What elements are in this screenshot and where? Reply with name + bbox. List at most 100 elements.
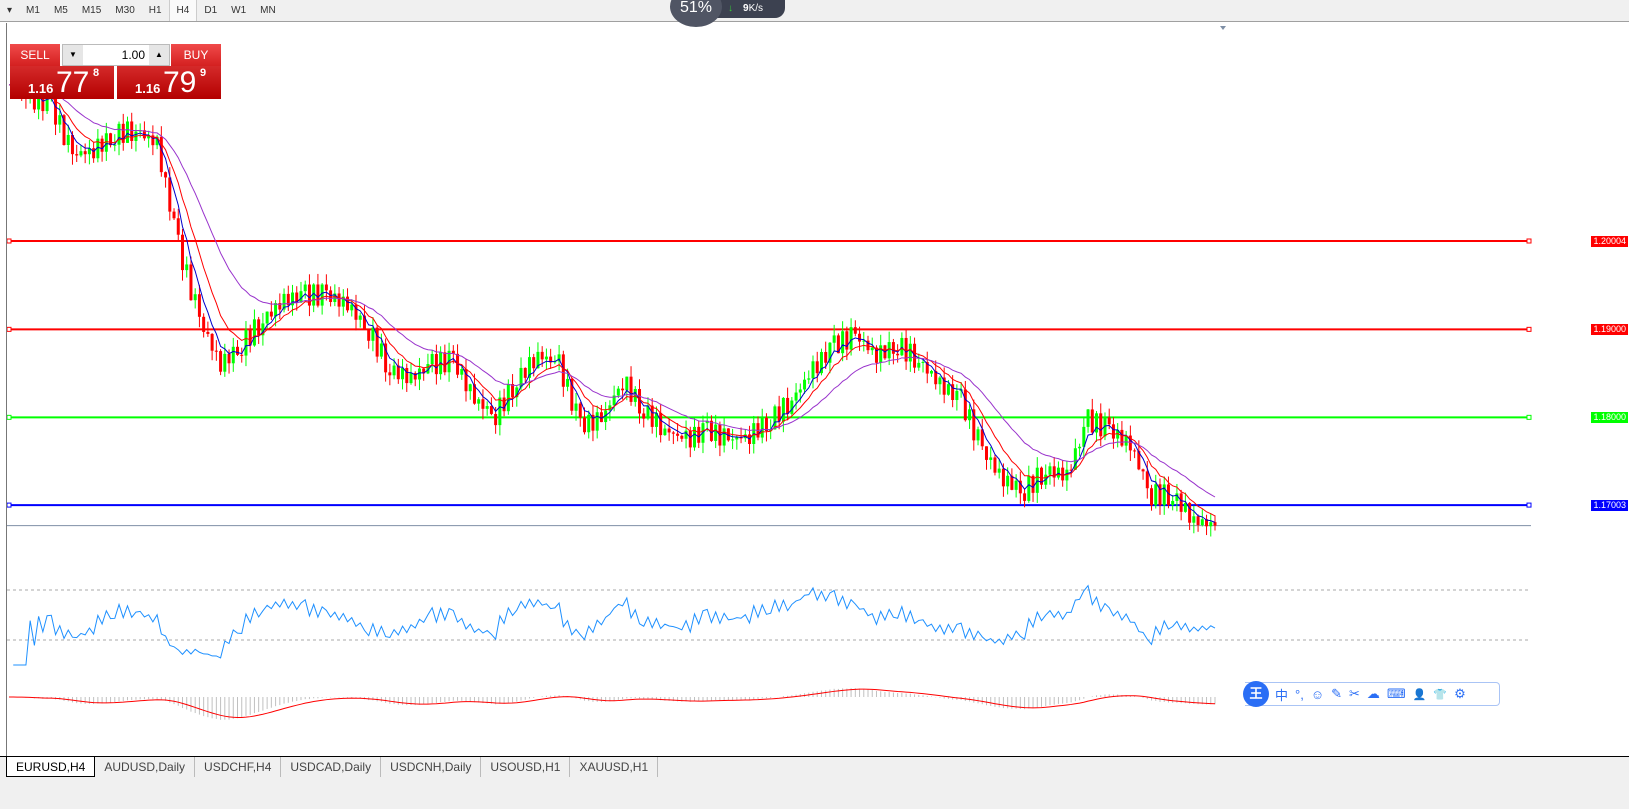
candle-body	[925, 361, 929, 374]
tab-usousd-h1[interactable]: USOUSD,H1	[481, 757, 571, 777]
candle-body	[735, 437, 739, 440]
chart-shift-marker	[1220, 26, 1226, 30]
buy-price[interactable]: 1.16 79 9	[117, 66, 221, 99]
candle-body	[921, 361, 925, 363]
timeframe-mn[interactable]: MN	[260, 5, 276, 16]
ime-skin-icon[interactable]: 👕	[1433, 688, 1448, 701]
candle-body	[481, 399, 485, 409]
candle-body	[494, 413, 498, 426]
candle-body	[45, 95, 49, 112]
candle-body	[104, 133, 108, 152]
candle-body	[371, 327, 375, 341]
candle-body	[257, 319, 261, 336]
candle-body	[853, 327, 857, 334]
chart-canvas[interactable]	[7, 23, 1629, 756]
candle-body	[405, 368, 409, 384]
candle-body	[1175, 493, 1179, 501]
buy-button[interactable]: BUY	[171, 44, 221, 66]
candle-body	[646, 405, 650, 419]
tab-usdcad-daily[interactable]: USDCAD,Daily	[281, 757, 382, 777]
timeframe-m15[interactable]: M15	[81, 5, 102, 16]
candle-body	[176, 218, 180, 235]
toolbar-dropdown[interactable]: ▾	[7, 5, 13, 16]
candle-body	[1128, 435, 1132, 451]
candle-body	[595, 412, 599, 431]
candle-body	[295, 292, 299, 303]
candle-body	[401, 368, 405, 380]
candle-body	[320, 284, 324, 306]
candle-body	[980, 429, 984, 447]
ime-user-icon[interactable]: 👤	[1412, 688, 1427, 701]
ma-fast-line	[8, 84, 1216, 523]
candle-body	[498, 397, 502, 426]
candle-body	[849, 327, 853, 350]
candle-body	[1035, 467, 1039, 493]
candle-body	[172, 211, 176, 219]
candle-body	[540, 351, 544, 360]
tab-usdchf-h4[interactable]: USDCHF,H4	[195, 757, 282, 777]
timeframe-w1[interactable]: W1	[231, 5, 247, 16]
candle-body	[214, 350, 218, 352]
timeframe-m1[interactable]: M1	[26, 5, 40, 16]
candle-body	[117, 123, 121, 145]
lot-size-input[interactable]: 1.00	[121, 48, 145, 62]
candle-body	[417, 368, 421, 380]
candle-body	[942, 377, 946, 395]
ime-toolbar: 王 中 °, ☺ ✎ ✂ ☁ ⌨ 👤 👕 ⚙	[1243, 681, 1500, 707]
candle-body	[460, 369, 464, 375]
candle-body	[341, 296, 345, 307]
candle-body	[443, 352, 447, 373]
price-chart[interactable]: 1.20004 1.19000 1.18000 1.17003	[6, 23, 1629, 756]
candle-body	[638, 388, 642, 414]
ime-logo[interactable]: 王	[1243, 681, 1269, 707]
tab-usdcnh-daily[interactable]: USDCNH,Daily	[381, 757, 482, 777]
candle-body	[1069, 469, 1073, 471]
candle-body	[278, 303, 282, 310]
ime-scissors-icon[interactable]: ✂	[1349, 686, 1360, 701]
ime-chinese-mode[interactable]: 中	[1275, 687, 1289, 703]
candle-body	[951, 384, 955, 401]
ime-emoji-icon[interactable]: ☺	[1310, 686, 1325, 702]
timeframe-m30[interactable]: M30	[115, 5, 135, 16]
candle-body	[291, 292, 295, 306]
candle-body	[75, 154, 79, 156]
tab-xauusd-h1[interactable]: XAUUSD,H1	[570, 757, 659, 777]
tab-audusd-daily[interactable]: AUDUSD,Daily	[95, 757, 196, 777]
candle-body	[608, 405, 612, 411]
timeframe-d1[interactable]: D1	[204, 5, 218, 16]
candle-body	[1107, 417, 1111, 425]
candle-body	[570, 378, 574, 411]
timeframe-h1[interactable]: H1	[148, 5, 162, 16]
sell-button[interactable]: SELL	[10, 44, 60, 66]
timeframe-m5[interactable]: M5	[53, 5, 68, 16]
candle-body	[938, 377, 942, 385]
candle-body	[879, 345, 883, 363]
candle-body	[430, 354, 434, 365]
macd-signal-line	[8, 688, 1216, 718]
candle-body	[976, 429, 980, 441]
candle-body	[845, 331, 849, 350]
candle-body	[544, 356, 548, 360]
ime-settings-icon[interactable]: ⚙	[1454, 686, 1466, 701]
sell-price[interactable]: 1.16 77 8	[10, 66, 114, 99]
candle-body	[1196, 516, 1200, 526]
candle-body	[790, 400, 794, 414]
lot-increase-button[interactable]: ▲	[149, 45, 169, 65]
tab-eurusd-h4[interactable]: EURUSD,H4	[6, 757, 96, 777]
candle-body	[350, 304, 354, 311]
ime-keyboard-icon[interactable]: ⌨	[1386, 686, 1406, 701]
candle-body	[307, 284, 311, 306]
ime-pen-icon[interactable]: ✎	[1331, 686, 1343, 701]
level-handle	[1526, 326, 1532, 332]
ime-punctuation-icon[interactable]: °,	[1295, 686, 1304, 702]
candle-body	[625, 376, 629, 391]
candle-body	[236, 346, 240, 355]
status-bar	[0, 778, 1629, 809]
candle-body	[1040, 467, 1044, 485]
level-price-label: 1.17003	[1591, 500, 1628, 512]
ime-cloud-icon[interactable]: ☁	[1366, 686, 1380, 701]
candle-body	[794, 392, 798, 401]
candle-body	[240, 354, 244, 356]
timeframe-h4[interactable]: H4	[168, 0, 198, 21]
lot-decrease-button[interactable]: ▼	[63, 45, 83, 65]
